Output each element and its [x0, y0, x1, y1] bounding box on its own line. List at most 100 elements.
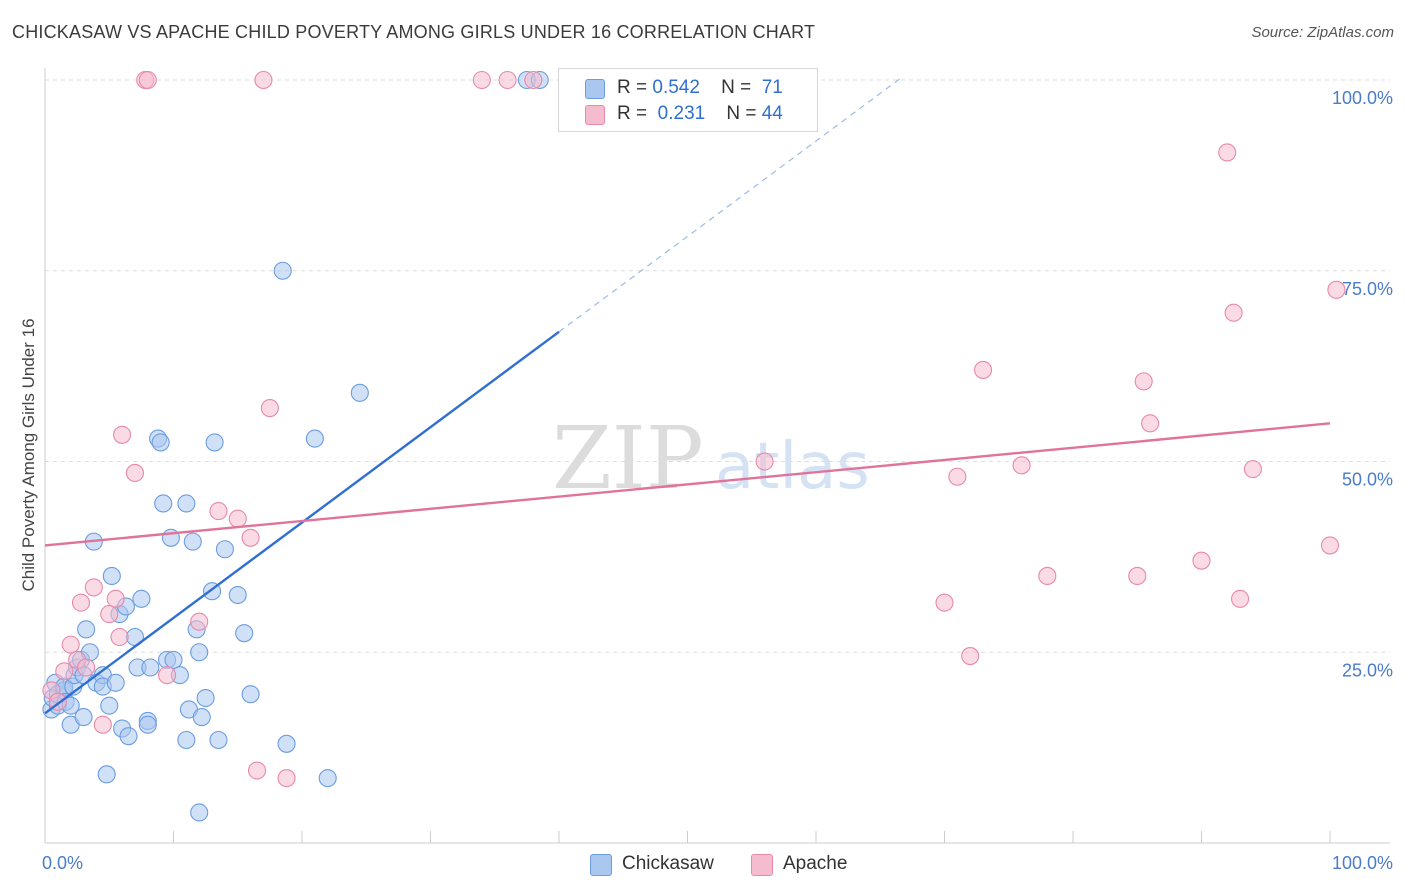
point-apache: [524, 70, 543, 90]
trend-extension-chickasaw: [558, 78, 900, 333]
point-chickasaw: [141, 658, 160, 677]
point-apache: [55, 662, 74, 681]
point-chickasaw: [192, 708, 211, 727]
point-chickasaw: [74, 708, 93, 727]
tick-labels: 25.0% 50.0% 75.0% 100.0% 0.0% 100.0%: [42, 88, 1393, 873]
point-apache: [277, 769, 296, 788]
legend-stats-apache: R = 0.231 N = 44: [617, 103, 783, 125]
chart-source: Source: ZipAtlas.com: [1251, 24, 1394, 41]
point-apache: [1134, 372, 1153, 391]
point-chickasaw: [228, 585, 247, 605]
point-apache: [209, 502, 228, 521]
point-apache: [1012, 456, 1031, 475]
point-chickasaw: [273, 261, 292, 280]
point-apache: [190, 612, 209, 631]
point-chickasaw: [209, 730, 228, 750]
point-chickasaw: [97, 765, 116, 784]
point-chickasaw: [154, 494, 173, 513]
point-apache: [247, 761, 267, 780]
data-points: [42, 70, 1346, 822]
series-label-chickasaw: Chickasaw: [622, 853, 714, 874]
point-apache: [973, 360, 993, 379]
point-chickasaw: [305, 429, 324, 448]
legend-n-value: 71: [761, 77, 783, 98]
point-apache: [125, 463, 144, 482]
point-apache: [1224, 303, 1243, 322]
point-chickasaw: [277, 734, 296, 753]
point-chickasaw: [190, 643, 209, 662]
point-apache: [935, 593, 954, 612]
point-chickasaw: [196, 688, 215, 708]
watermark-zip: ZIP: [552, 409, 704, 509]
point-apache: [1243, 460, 1262, 479]
legend-stats-chickasaw: R = 0.542 N = 71: [617, 77, 783, 99]
point-apache: [113, 425, 132, 444]
point-chickasaw: [77, 620, 96, 639]
point-apache: [1218, 143, 1237, 162]
grid-lines: [45, 79, 1390, 653]
point-chickasaw: [177, 730, 196, 750]
point-chickasaw: [205, 433, 224, 452]
legend-n-label: N =: [721, 77, 752, 98]
point-apache: [1320, 536, 1340, 555]
y-tick-label: 100.0%: [1332, 88, 1393, 108]
point-chickasaw: [183, 532, 202, 551]
legend-n-label: N =: [726, 103, 757, 124]
point-chickasaw: [241, 685, 260, 704]
legend-r-value: 0.231: [657, 103, 706, 124]
point-chickasaw: [102, 566, 121, 586]
point-apache: [84, 578, 103, 597]
point-apache: [498, 70, 517, 90]
legend-swatch-chickasaw: [585, 79, 605, 99]
point-chickasaw: [215, 540, 234, 559]
series-swatch-apache: [751, 854, 773, 876]
point-chickasaw: [119, 727, 138, 746]
point-apache: [77, 658, 96, 677]
point-chickasaw: [235, 624, 254, 643]
point-chickasaw: [151, 433, 170, 452]
x-tick-label: 0.0%: [42, 853, 83, 873]
point-apache: [1038, 566, 1057, 586]
legend-swatch-apache: [585, 105, 605, 125]
point-apache: [260, 399, 279, 418]
point-apache: [228, 509, 247, 528]
watermark: ZIP atlas: [552, 409, 870, 509]
legend-r-label: R =: [617, 103, 648, 124]
x-tick-label: 100.0%: [1332, 853, 1393, 873]
point-apache: [1192, 551, 1211, 570]
y-tick-label: 50.0%: [1342, 470, 1393, 490]
point-apache: [1327, 280, 1346, 299]
point-chickasaw: [100, 696, 119, 715]
legend-n-value: 44: [761, 103, 783, 124]
chart-title: CHICKASAW VS APACHE CHILD POVERTY AMONG …: [12, 22, 816, 42]
point-apache: [1128, 566, 1147, 586]
point-apache: [961, 647, 980, 666]
point-apache: [472, 70, 491, 90]
legend-r-value: 0.542: [652, 77, 700, 98]
legend-r-label: R =: [617, 77, 648, 98]
point-apache: [71, 593, 91, 612]
trend-lines: [44, 78, 1331, 715]
point-apache: [106, 589, 125, 608]
point-chickasaw: [138, 715, 157, 734]
point-apache: [755, 452, 774, 471]
point-apache: [948, 467, 967, 486]
point-apache: [1231, 589, 1250, 608]
y-tick-label: 25.0%: [1342, 660, 1393, 680]
point-chickasaw: [177, 494, 196, 513]
point-apache: [110, 627, 129, 647]
y-axis-label: Child Poverty Among Girls Under 16: [19, 318, 38, 591]
point-apache: [241, 528, 260, 547]
series-label-apache: Apache: [783, 853, 848, 874]
trend-line-chickasaw: [44, 330, 560, 715]
point-apache: [1141, 414, 1160, 433]
point-apache: [138, 70, 157, 90]
trend-line-apache: [44, 422, 1331, 547]
point-chickasaw: [164, 650, 183, 669]
watermark-atlas: atlas: [715, 430, 870, 504]
point-apache: [93, 715, 112, 734]
point-apache: [158, 666, 177, 685]
point-chickasaw: [350, 383, 369, 402]
correlation-legend: R = 0.542 N = 71 R = 0.231 N = 44: [558, 68, 818, 132]
